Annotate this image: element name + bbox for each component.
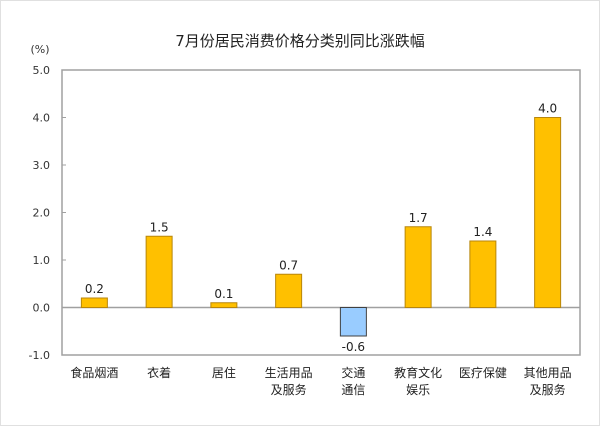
data-label: 0.7 [279,258,298,272]
bar [469,240,497,308]
bar [210,302,238,308]
data-label: 1.7 [409,211,428,225]
y-tick-label: 5.0 [33,64,51,77]
data-label: -0.6 [342,340,365,354]
y-tick-label: 1.0 [33,254,51,267]
x-tick-label: 及服务 [530,382,566,397]
bar [145,235,173,308]
x-tick-label: 通信 [341,383,365,397]
y-tick-label: 2.0 [33,207,51,220]
chart-title: 7月份居民消费价格分类别同比涨跌幅 [175,32,425,50]
x-tick-label: 医疗保健 [459,366,507,380]
x-tick-label: 食品烟酒 [70,365,118,380]
x-tick-label: 娱乐 [406,383,430,397]
x-tick-label: 生活用品 [265,366,313,380]
x-tick-label: 及服务 [271,382,307,397]
data-label: 0.1 [214,287,233,301]
x-tick-label: 其他用品 [524,366,572,380]
bar [534,117,562,308]
bar [80,297,108,308]
data-label: 4.0 [538,102,557,116]
x-tick-label: 教育文化 [394,365,442,380]
y-tick-label: 4.0 [33,112,51,125]
x-tick-label: 居住 [212,366,236,380]
y-tick-label: -1.0 [29,349,50,362]
bar [275,273,303,308]
y-tick-label: 3.0 [33,159,51,172]
data-label: 1.4 [473,225,492,239]
y-axis-unit: (%) [30,43,49,56]
y-tick-label: 0.0 [33,302,51,315]
data-label: 0.2 [85,282,104,296]
x-tick-label: 衣着 [147,365,171,380]
bar [339,307,367,337]
x-tick-label: 交通 [341,365,365,380]
bar [404,226,432,308]
data-label: 1.5 [150,220,169,234]
